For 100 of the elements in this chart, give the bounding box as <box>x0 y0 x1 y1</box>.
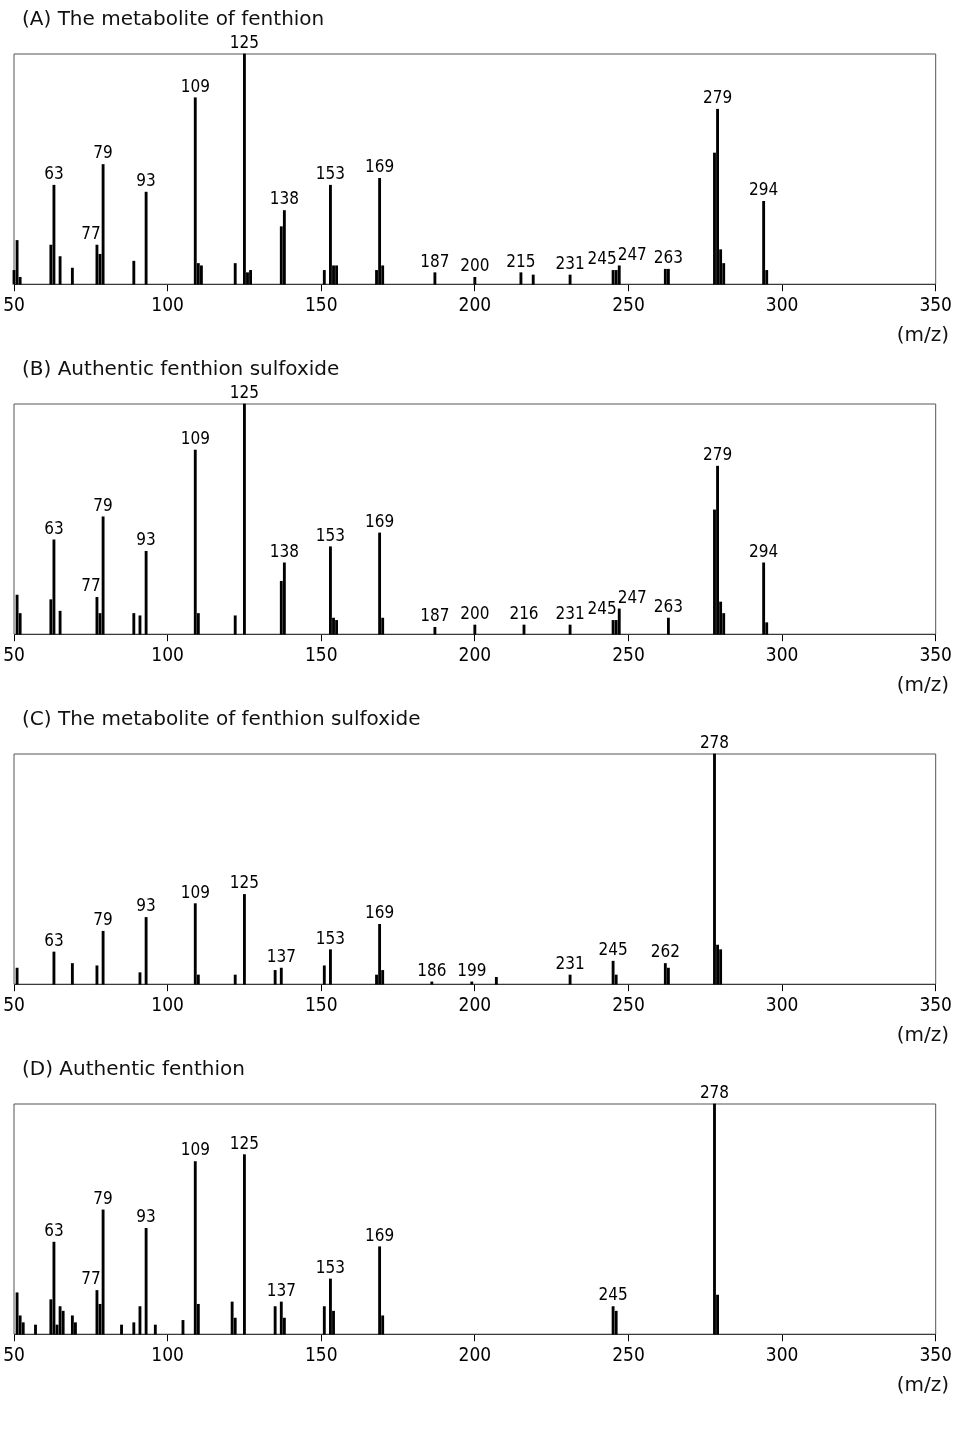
annotation: 63 <box>44 517 64 538</box>
bar <box>378 924 382 985</box>
bar <box>193 1161 197 1335</box>
bar <box>58 1306 62 1335</box>
x-tick-label: 250 <box>612 642 645 665</box>
annotation: 279 <box>702 87 733 108</box>
annotation: 109 <box>180 881 210 902</box>
bar <box>101 164 105 285</box>
bar <box>61 1310 65 1335</box>
bar <box>153 1324 157 1335</box>
x-tick-label: 250 <box>612 292 645 315</box>
x-tick-label: 150 <box>304 292 338 315</box>
bar <box>249 270 252 285</box>
bar <box>282 210 286 285</box>
annotation: 247 <box>617 586 647 607</box>
x-tick-label: 250 <box>612 1342 645 1365</box>
annotation: 187 <box>420 250 450 271</box>
annotation: 153 <box>315 524 346 545</box>
x-tick-label: 300 <box>765 642 799 665</box>
x-tick-label: 300 <box>765 1342 799 1365</box>
annotation: 153 <box>315 163 346 184</box>
annotation: 294 <box>749 179 779 200</box>
annotation: 216 <box>509 602 539 623</box>
x-tick-label: 150 <box>304 992 338 1015</box>
bar <box>273 1306 277 1335</box>
bar <box>666 268 670 285</box>
chart-title: (C) The metabolite of fenthion sulfoxide <box>22 706 421 730</box>
bar <box>279 967 283 985</box>
x-tick-label: 350 <box>919 292 952 315</box>
bar <box>335 620 339 635</box>
x-tick-label: 100 <box>151 292 184 315</box>
bar <box>716 465 719 635</box>
bar <box>611 270 615 285</box>
bar <box>614 1310 618 1335</box>
bar <box>329 1278 332 1335</box>
annotation: 247 <box>617 243 647 264</box>
bar <box>719 949 723 985</box>
x-tick-label: 300 <box>765 992 799 1015</box>
annotation: 187 <box>420 605 450 626</box>
bar <box>230 1301 234 1335</box>
bar <box>470 981 474 985</box>
x-tick-label: 200 <box>458 1342 492 1365</box>
bar <box>329 546 332 635</box>
x-tick-label: 100 <box>151 642 184 665</box>
bar <box>716 108 719 285</box>
bar <box>101 516 105 635</box>
bar <box>144 1227 148 1335</box>
annotation: 77 <box>81 222 101 243</box>
bar <box>15 240 19 285</box>
annotation: 125 <box>229 872 260 893</box>
annotation: 263 <box>653 247 683 268</box>
bar <box>199 265 203 285</box>
x-tick-label: 150 <box>304 1342 338 1365</box>
x-axis-title: (m/z) <box>896 1372 949 1396</box>
x-tick-label: 100 <box>151 992 184 1015</box>
annotation: 125 <box>229 381 260 402</box>
annotation: 278 <box>699 1081 730 1102</box>
annotation: 63 <box>44 1220 64 1241</box>
annotation: 77 <box>81 575 101 596</box>
bar <box>132 260 136 285</box>
x-tick-label: 50 <box>3 292 25 315</box>
x-tick-label: 50 <box>3 992 25 1015</box>
annotation: 109 <box>180 427 210 448</box>
annotation: 138 <box>269 540 299 561</box>
bar <box>144 551 148 635</box>
annotation: 231 <box>555 602 585 623</box>
x-tick-label: 350 <box>919 642 952 665</box>
bar <box>193 449 197 635</box>
bar <box>132 1322 136 1335</box>
bar <box>322 965 326 985</box>
x-tick-label: 150 <box>304 642 338 665</box>
bar <box>58 256 62 285</box>
bar <box>15 594 19 635</box>
bar <box>329 184 332 285</box>
annotation: 125 <box>229 1132 260 1153</box>
annotation: 200 <box>460 602 490 623</box>
bar <box>329 949 332 985</box>
annotation: 169 <box>365 510 395 531</box>
bar <box>666 967 670 985</box>
annotation: 79 <box>93 909 113 930</box>
bar <box>611 620 615 635</box>
annotation: 262 <box>650 941 680 962</box>
bar <box>378 1246 382 1335</box>
bar <box>568 274 572 285</box>
annotation: 137 <box>266 946 296 967</box>
bar <box>666 617 670 635</box>
x-tick-label: 350 <box>919 992 952 1015</box>
bar <box>101 1209 105 1335</box>
annotation: 294 <box>749 540 779 561</box>
x-tick-label: 250 <box>612 992 645 1015</box>
annotation: 79 <box>93 1187 113 1208</box>
annotation: 153 <box>315 927 346 948</box>
x-tick-label: 200 <box>458 992 492 1015</box>
annotation: 79 <box>93 142 113 163</box>
bar <box>663 268 667 285</box>
annotation: 231 <box>555 252 585 273</box>
bar <box>233 974 237 985</box>
annotation: 109 <box>180 75 210 96</box>
bar <box>762 201 766 285</box>
bar <box>762 562 766 635</box>
